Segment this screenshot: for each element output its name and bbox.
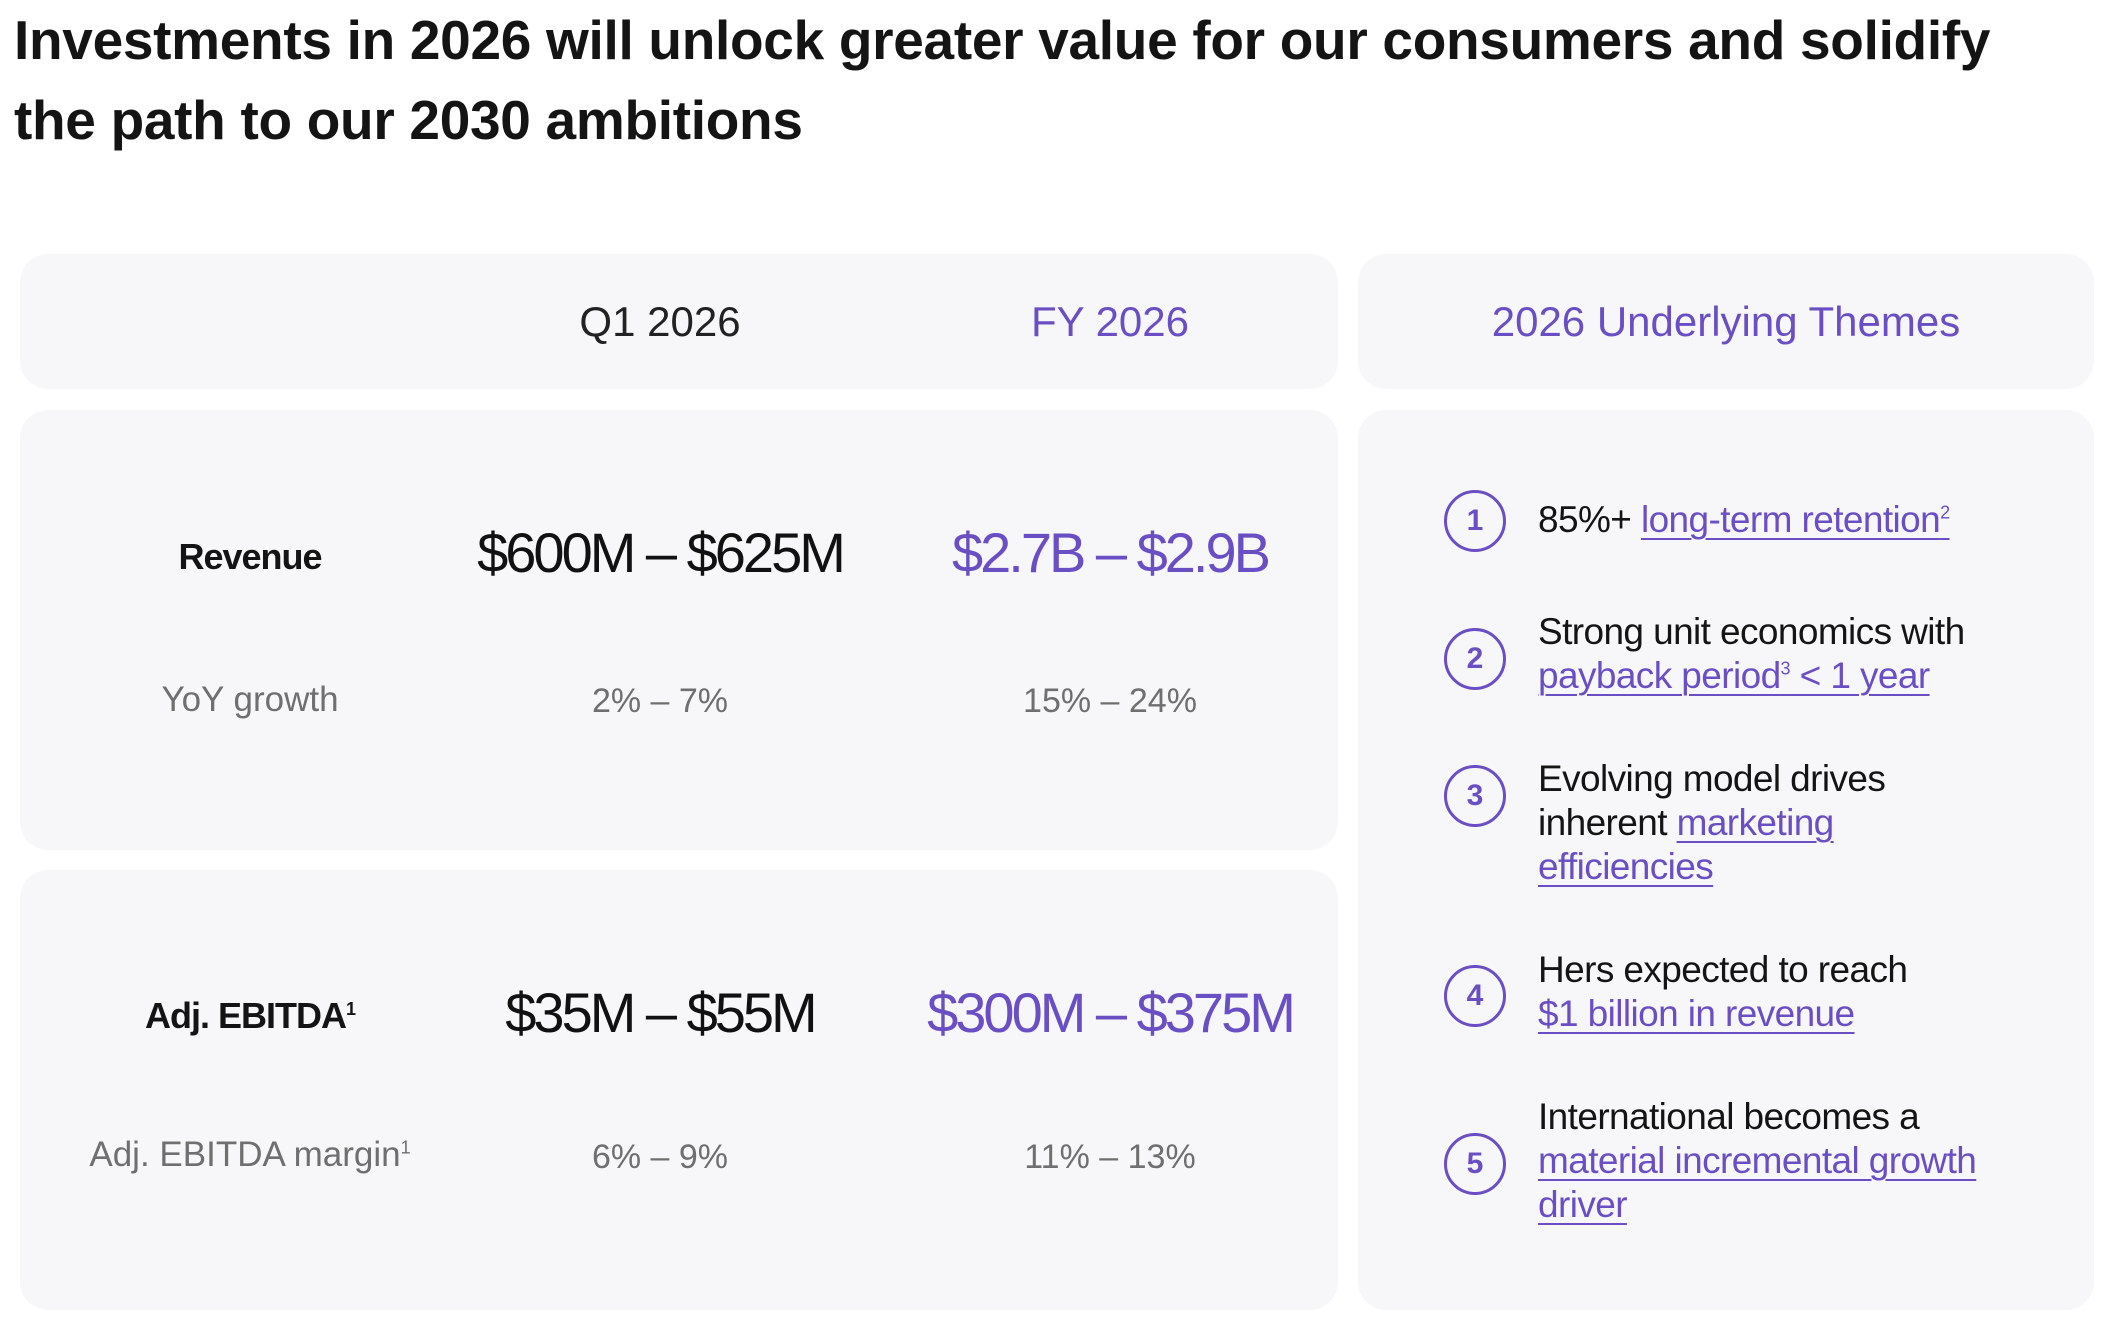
theme-3-plain: Evolving model drives inherent xyxy=(1538,758,1886,843)
column-header-q1: Q1 2026 xyxy=(579,297,741,345)
revenue-fy-value: $2.7B – $2.9B xyxy=(952,521,1271,584)
themes-header-panel: 2026 Underlying Themes xyxy=(1358,254,2094,389)
headline-line-2: the path to our 2030 ambitions xyxy=(14,89,803,151)
theme-2-link[interactable]: payback period3 < 1 year xyxy=(1538,655,1930,696)
theme-text-1: 85%+ long-term retention2 xyxy=(1538,498,2058,542)
theme-5-link[interactable]: material incremental growth driver xyxy=(1538,1140,1977,1225)
theme-text-3: Evolving model drives inherent marketing… xyxy=(1538,757,1928,889)
theme-3-link[interactable]: marketing efficiencies xyxy=(1538,802,1834,887)
theme-2-plain: Strong unit economics with xyxy=(1538,611,1965,652)
ebitda-panel: Adj. EBITDA1 $35M – $55M $300M – $375M A… xyxy=(20,870,1338,1310)
revenue-label: Revenue xyxy=(178,536,322,577)
theme-number-5: 5 xyxy=(1444,1133,1506,1195)
page-title: Investments in 2026 will unlock greater … xyxy=(14,0,2074,160)
ebitda-label: Adj. EBITDA1 xyxy=(40,995,460,1037)
yoy-growth-fy: 15% – 24% xyxy=(1023,682,1197,720)
revenue-panel: Revenue $600M – $625M $2.7B – $2.9B YoY … xyxy=(20,410,1338,850)
theme-1-link-text: long-term retention xyxy=(1640,499,1941,540)
yoy-growth-q1: 2% – 7% xyxy=(591,682,729,720)
themes-panel: 1 85%+ long-term retention2 2 Strong uni… xyxy=(1358,410,2094,1310)
ebitda-label-text: Adj. EBITDA xyxy=(144,995,347,1036)
ebitda-margin-label-text: Adj. EBITDA margin xyxy=(89,1135,401,1174)
theme-1-link[interactable]: long-term retention2 xyxy=(1641,499,1950,540)
ebitda-margin-label: Adj. EBITDA margin1 xyxy=(40,1135,460,1175)
headline-line-1: Investments in 2026 will unlock greater … xyxy=(14,9,1991,71)
revenue-q1-value: $600M – $625M xyxy=(477,521,846,584)
themes-header: 2026 Underlying Themes xyxy=(1491,297,1961,345)
theme-text-4: Hers expected to reach $1 billion in rev… xyxy=(1538,948,2058,1036)
column-header-panel: Q1 2026 FY 2026 xyxy=(20,254,1338,389)
theme-1-plain: 85%+ xyxy=(1538,499,1641,540)
theme-number-3: 3 xyxy=(1444,765,1506,827)
theme-number-4: 4 xyxy=(1444,965,1506,1027)
theme-2-link-text: payback period xyxy=(1538,655,1781,696)
theme-2-link-after: < 1 year xyxy=(1789,655,1931,696)
yoy-growth-label: YoY growth xyxy=(161,680,339,719)
theme-4-plain: Hers expected to reach xyxy=(1538,949,1908,990)
theme-text-2: Strong unit economics with payback perio… xyxy=(1538,610,2058,698)
ebitda-margin-fy: 11% – 13% xyxy=(1024,1138,1196,1176)
ebitda-footnote: 1 xyxy=(345,999,356,1019)
ebitda-fy-value: $300M – $375M xyxy=(927,981,1296,1044)
theme-1-footnote: 2 xyxy=(1940,502,1950,523)
theme-5-plain: International becomes a xyxy=(1538,1096,1920,1137)
column-header-fy: FY 2026 xyxy=(1030,297,1189,345)
theme-4-link[interactable]: $1 billion in revenue xyxy=(1538,993,1855,1034)
ebitda-margin-footnote: 1 xyxy=(400,1137,411,1158)
ebitda-margin-q1: 6% – 9% xyxy=(591,1138,729,1176)
theme-text-5: International becomes a material increme… xyxy=(1538,1095,1978,1227)
theme-2-footnote: 3 xyxy=(1780,658,1791,679)
theme-number-2: 2 xyxy=(1444,628,1506,690)
theme-number-1: 1 xyxy=(1444,490,1506,552)
ebitda-q1-value: $35M – $55M xyxy=(505,981,817,1044)
